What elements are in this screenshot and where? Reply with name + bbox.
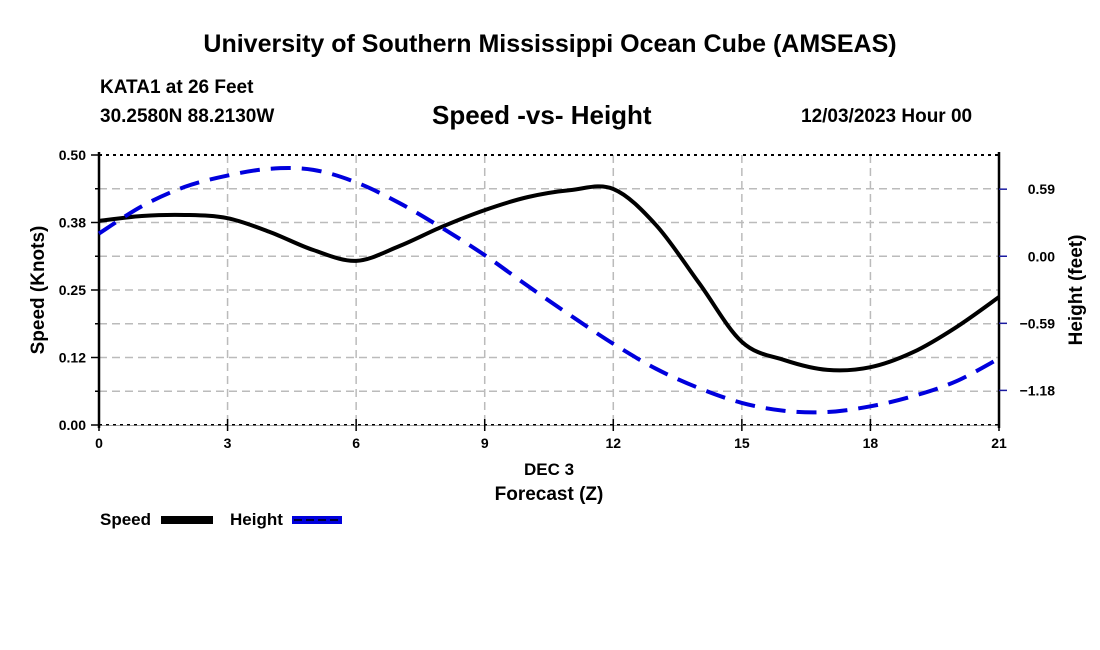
y2-tick-label: 0.59 bbox=[1028, 181, 1055, 197]
legend-swatch-speed bbox=[161, 516, 213, 524]
station-label: KATA1 at 26 Feet bbox=[100, 77, 254, 98]
top-title: University of Southern Mississippi Ocean… bbox=[203, 30, 897, 58]
y2-tick-label: 0.00 bbox=[1028, 248, 1055, 264]
x-tick-label: 0 bbox=[95, 435, 103, 451]
coordinates-label: 30.2580N 88.2130W bbox=[100, 106, 275, 127]
x-tick-label: 15 bbox=[734, 435, 750, 451]
x-tick-label: 18 bbox=[863, 435, 879, 451]
legend: Speed Height bbox=[100, 510, 342, 529]
y-tick-label: 0.00 bbox=[59, 417, 86, 433]
datetime-label: 12/03/2023 Hour 00 bbox=[801, 106, 973, 127]
axes bbox=[91, 152, 1007, 431]
x-tick-label: 3 bbox=[224, 435, 232, 451]
y-tick-label: 0.25 bbox=[59, 282, 86, 298]
x-tick-label: 12 bbox=[605, 435, 621, 451]
legend-label-height: Height bbox=[230, 510, 283, 529]
chart-subtitle: Speed -vs- Height bbox=[432, 100, 652, 130]
x-tick-label: 9 bbox=[481, 435, 489, 451]
y2-tick-label: −0.59 bbox=[1020, 315, 1056, 331]
y-tick-label: 0.50 bbox=[59, 147, 86, 163]
y2-tick-label: −1.18 bbox=[1020, 382, 1056, 398]
legend-swatch-height bbox=[292, 516, 342, 524]
series-layer bbox=[97, 166, 1001, 415]
legend-label-speed: Speed bbox=[100, 510, 151, 529]
x-tick-label: 6 bbox=[352, 435, 360, 451]
y2-axis-title: Height (feet) bbox=[1066, 235, 1087, 346]
grid-lines bbox=[99, 155, 999, 425]
x-axis-date-label: DEC 3 bbox=[524, 460, 574, 479]
x-tick-label: 21 bbox=[991, 435, 1007, 451]
y-axis-title: Speed (Knots) bbox=[28, 226, 49, 355]
x-axis-title: Forecast (Z) bbox=[495, 484, 604, 505]
tick-labels: 0.00 0.12 0.25 0.38 0.50 0.59 0.00 −0.59 −1.18 0 3… bbox=[59, 147, 1055, 451]
series-line-height bbox=[97, 166, 1000, 415]
y-tick-label: 0.38 bbox=[59, 215, 86, 231]
series-line-speed bbox=[98, 184, 1001, 373]
y-tick-label: 0.12 bbox=[59, 350, 86, 366]
